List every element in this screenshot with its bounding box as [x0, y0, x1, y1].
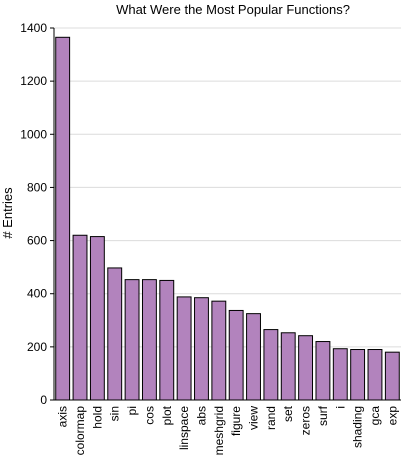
y-tick-label: 400	[27, 287, 47, 301]
bars	[55, 36, 400, 401]
y-axis-title: # Entries	[0, 187, 15, 239]
bar-sin	[107, 267, 123, 401]
bar-rand	[263, 329, 279, 401]
bar-i	[332, 348, 348, 401]
x-tick-label: linspace	[177, 406, 191, 450]
y-tick-label: 1000	[20, 127, 47, 141]
bar-hold	[89, 236, 105, 401]
x-tick-label: surf	[316, 405, 330, 426]
x-tick-label: view	[247, 406, 261, 430]
x-tick-label: shading	[351, 406, 365, 448]
bar-surf	[315, 341, 331, 401]
y-tick-label: 800	[27, 180, 47, 194]
axes	[50, 27, 401, 401]
x-tick-label: cos	[142, 406, 156, 425]
bar-figure	[228, 309, 244, 401]
x-tick-label: hold	[90, 406, 104, 429]
x-tick-label: meshgrid	[212, 406, 226, 455]
chart-title: What Were the Most Popular Functions?	[116, 2, 350, 17]
x-tick-label: pi	[125, 406, 139, 415]
bar-view	[246, 313, 261, 401]
x-tick-label: figure	[229, 406, 243, 436]
bar-zeros	[298, 335, 314, 401]
x-tick-label: plot	[160, 405, 174, 425]
x-tick-label: abs	[194, 406, 208, 425]
x-tick-label: colormap	[73, 406, 87, 456]
x-tick-label: gca	[368, 406, 382, 426]
y-tick-label: 1400	[20, 21, 47, 35]
bar-exp	[384, 351, 400, 401]
y-tick-label: 1200	[20, 74, 47, 88]
bar-shading	[350, 349, 366, 401]
bar-gca	[367, 349, 383, 401]
x-tick-label: zeros	[299, 406, 313, 435]
bar-abs	[194, 297, 209, 401]
y-tick-label: 0	[40, 393, 47, 407]
x-tick-label: sin	[108, 406, 122, 421]
y-tick-label: 200	[27, 340, 47, 354]
gridlines	[54, 27, 401, 348]
x-tick-label: axis	[56, 406, 70, 427]
bar-linspace	[176, 296, 192, 401]
y-tick-label: 600	[27, 234, 47, 248]
bar-cos	[141, 279, 157, 401]
x-tick-label: rand	[264, 406, 278, 430]
x-tick-labels: axis colormap hold sin pi cos plot linspace abs m…	[56, 405, 400, 455]
y-tick-labels: 0 200 400 600 800 1000 1200 1400	[20, 21, 47, 407]
bar-colormap	[72, 234, 88, 401]
bar-pi	[124, 279, 140, 401]
x-tick-label: exp	[385, 406, 399, 426]
bar-axis	[55, 36, 71, 401]
bar-plot	[159, 279, 175, 401]
bar-meshgrid	[211, 300, 227, 401]
x-tick-label: i	[333, 406, 347, 409]
x-tick-label: set	[281, 405, 295, 422]
bar-set	[280, 332, 296, 401]
